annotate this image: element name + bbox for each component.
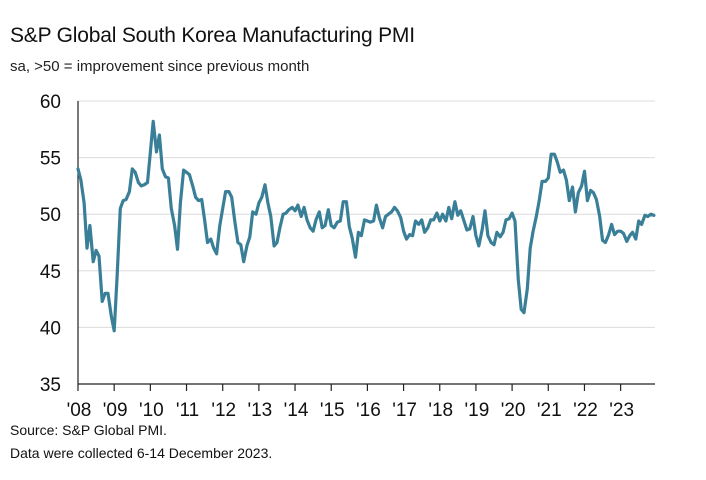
x-tick-label: '14 bbox=[284, 400, 309, 421]
x-tick-label: '12 bbox=[211, 400, 236, 421]
x-tick-label: '08 bbox=[67, 400, 92, 421]
y-tick-label: 55 bbox=[40, 149, 61, 170]
collection-note: Data were collected 6-14 December 2023. bbox=[10, 445, 273, 461]
pmi-series-line bbox=[76, 119, 656, 333]
x-tick-label: '11 bbox=[176, 400, 199, 421]
x-tick-label: '10 bbox=[139, 400, 164, 421]
x-tick-label: '09 bbox=[103, 400, 128, 421]
y-tick-label: 35 bbox=[40, 375, 61, 396]
x-tick-label: '18 bbox=[428, 400, 453, 421]
x-tick-label: '22 bbox=[573, 400, 598, 421]
source-note: Source: S&P Global PMI. bbox=[10, 422, 167, 438]
x-tick-label: '19 bbox=[465, 400, 490, 421]
x-tick-label: '21 bbox=[537, 400, 562, 421]
chart-title: S&P Global South Korea Manufacturing PMI bbox=[10, 24, 415, 47]
gridlines bbox=[78, 100, 655, 328]
x-tick-label: '16 bbox=[356, 400, 381, 421]
y-tick-label: 40 bbox=[40, 318, 61, 339]
y-axis-ticks: 35 40 45 50 55 60 bbox=[40, 92, 61, 396]
x-tick-label: '20 bbox=[501, 400, 526, 421]
x-tick-label: '23 bbox=[609, 400, 634, 421]
y-tick-label: 50 bbox=[40, 205, 61, 226]
series-layer bbox=[76, 119, 656, 333]
y-tick-label: 60 bbox=[40, 92, 61, 113]
x-tick-label: '15 bbox=[320, 400, 345, 421]
y-tick-label: 45 bbox=[40, 262, 61, 283]
axes bbox=[77, 101, 655, 385]
x-tick-label: '17 bbox=[392, 400, 417, 421]
x-tick-label: '13 bbox=[247, 400, 272, 421]
chart-subtitle: sa, >50 = improvement since previous mon… bbox=[10, 58, 310, 75]
x-axis-ticks: '08 '09 '10 '11 '12 '13 '14 '15 '16 '17 '18 '19 '20 '… bbox=[67, 384, 634, 421]
